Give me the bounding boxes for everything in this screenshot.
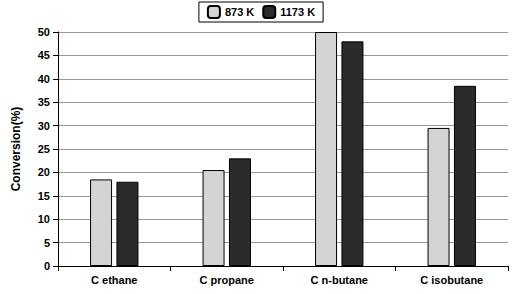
svg-text:40: 40	[38, 73, 50, 85]
svg-text:873 K: 873 K	[225, 6, 254, 18]
svg-text:45: 45	[38, 49, 50, 61]
svg-text:0: 0	[44, 260, 50, 272]
svg-text:1173 K: 1173 K	[280, 6, 315, 18]
svg-text:5: 5	[44, 237, 50, 249]
svg-text:20: 20	[38, 166, 50, 178]
svg-text:C ethane: C ethane	[91, 274, 137, 286]
svg-text:50: 50	[38, 26, 50, 38]
svg-text:30: 30	[38, 120, 50, 132]
svg-text:Conversion(%): Conversion(%)	[9, 107, 23, 192]
svg-text:C isobutane: C isobutane	[420, 274, 483, 286]
svg-text:10: 10	[38, 213, 50, 225]
svg-text:C propane: C propane	[200, 274, 254, 286]
svg-text:25: 25	[38, 143, 50, 155]
svg-text:C n-butane: C n-butane	[311, 274, 368, 286]
svg-text:15: 15	[38, 190, 50, 202]
svg-text:35: 35	[38, 96, 50, 108]
